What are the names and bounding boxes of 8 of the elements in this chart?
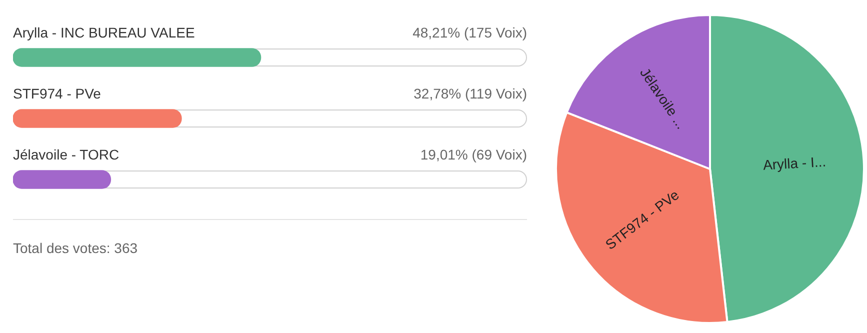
- category-label: Jélavoile - TORC: [13, 146, 120, 162]
- category-label: Arylla - INC BUREAU VALEE: [13, 24, 195, 40]
- data-label: 19,01% (69 Voix): [420, 146, 527, 162]
- data-label: 32,78% (119 Voix): [414, 85, 527, 102]
- category-label: STF974 - PVe: [13, 85, 101, 102]
- slice-label: Arylla - I...: [762, 153, 826, 173]
- data-label: 48,21% (175 Voix): [412, 24, 527, 40]
- text: Total des votes: 363: [13, 240, 138, 256]
